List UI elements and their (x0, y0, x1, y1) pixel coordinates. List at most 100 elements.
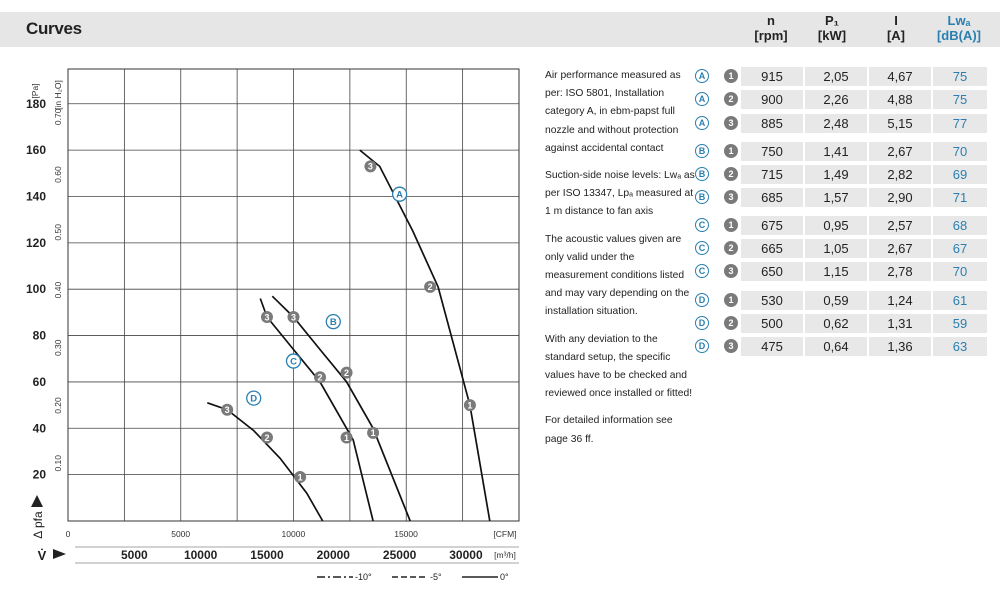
operating-point-marker (364, 160, 377, 173)
cell-lwa: 63 (933, 337, 987, 356)
x-tick-label: 10000 (184, 548, 218, 562)
table-row: C 3 650 1,15 2,78 70 (695, 262, 987, 282)
x2-tick-label: 15000 (394, 529, 418, 539)
operating-point-label: 1 (467, 400, 472, 410)
col-header-unit: [A] (886, 28, 906, 43)
curve-badge: D (695, 293, 709, 307)
cell-i: 2,67 (869, 239, 931, 258)
cell-p1: 1,49 (805, 165, 867, 184)
curve-badge: B (695, 144, 709, 158)
note-text: Air performance measured as per: ISO 580… (545, 70, 681, 154)
y-tick-label: 80 (33, 329, 47, 343)
cell-lwa: 75 (933, 67, 987, 86)
col-header-i: I [A] (866, 13, 926, 43)
cell-lwa: 77 (933, 114, 987, 133)
cell-n: 885 (741, 114, 803, 133)
table-row: C 1 675 0,95 2,57 68 (695, 216, 987, 236)
point-badge: 2 (724, 167, 738, 181)
operating-point-marker (340, 366, 353, 379)
y2-axis-unit: [in H₂O] (53, 80, 63, 110)
y-tick-label: 60 (33, 375, 47, 389)
note-text: With any deviation to the standard setup… (545, 333, 693, 400)
col-header-symbol: n (767, 13, 775, 28)
cell-i: 1,36 (869, 337, 931, 356)
point-badge: 2 (724, 316, 738, 330)
operating-point-label: 2 (264, 433, 269, 443)
x2-axis-unit: [CFM] (493, 529, 516, 539)
y-tick-label: 40 (33, 421, 47, 435)
table-row: D 1 530 0,59 1,24 61 (695, 291, 987, 311)
operating-point-label: 2 (428, 282, 433, 292)
cell-p1: 1,05 (805, 239, 867, 258)
operating-point-marker (260, 431, 273, 444)
curve-label: A (396, 190, 403, 201)
cell-p1: 1,57 (805, 188, 867, 207)
curve-badge: A (695, 116, 709, 130)
point-badge: 3 (724, 264, 738, 278)
y-axis-unit: [Pa] (30, 83, 40, 98)
cell-p1: 0,95 (805, 216, 867, 235)
cell-lwa: 59 (933, 314, 987, 333)
note-text: The acoustic values given are only valid… (545, 233, 690, 318)
x-tick-label: 5000 (121, 548, 148, 562)
y-tick-label: 140 (26, 189, 46, 203)
x-tick-label: 15000 (250, 548, 284, 562)
cell-n: 475 (741, 337, 803, 356)
operating-point-marker (463, 399, 476, 412)
col-header-n: n [rpm] (741, 13, 801, 43)
col-header-symbol: P₁ (824, 13, 840, 28)
table-row: D 3 475 0,64 1,36 63 (695, 337, 987, 357)
operating-point-label: 1 (298, 472, 303, 482)
cell-p1: 2,05 (805, 67, 867, 86)
curve-label: D (250, 394, 257, 405)
cell-lwa: 67 (933, 239, 987, 258)
cell-i: 4,67 (869, 67, 931, 86)
col-header-p1: P₁ [kW] (802, 13, 862, 43)
point-badge: 3 (724, 339, 738, 353)
cell-i: 2,67 (869, 142, 931, 161)
point-badge: 2 (724, 92, 738, 106)
cell-lwa: 69 (933, 165, 987, 184)
y-tick-label: 20 (33, 468, 47, 482)
curve-badge: D (695, 316, 709, 330)
page-title: Curves (26, 19, 82, 38)
y2-tick-label: 0.50 (53, 224, 63, 241)
table-row: C 2 665 1,05 2,67 67 (695, 239, 987, 259)
operating-point-marker (294, 470, 307, 483)
x2-tick-label: 10000 (282, 529, 306, 539)
curve-label: B (330, 317, 337, 328)
cell-n: 675 (741, 216, 803, 235)
cell-p1: 1,15 (805, 262, 867, 281)
legend-label: -10° (355, 572, 372, 582)
cell-lwa: 70 (933, 142, 987, 161)
cell-n: 685 (741, 188, 803, 207)
cell-p1: 0,62 (805, 314, 867, 333)
operating-point-label: 3 (368, 162, 373, 172)
y2-tick-label: 0.60 (53, 166, 63, 183)
cell-p1: 0,64 (805, 337, 867, 356)
point-badge: 3 (724, 116, 738, 130)
operating-point-marker (367, 426, 380, 439)
legend-label: -5° (430, 572, 442, 582)
y-axis-symbol: Δ pfa (31, 511, 45, 539)
operating-point-marker (340, 431, 353, 444)
table-row: A 1 915 2,05 4,67 75 (695, 67, 987, 87)
cell-n: 900 (741, 90, 803, 109)
cell-lwa: 68 (933, 216, 987, 235)
y2-tick-label: 0.20 (53, 397, 63, 414)
table-row: B 3 685 1,57 2,90 71 (695, 188, 987, 208)
point-badge: 2 (724, 241, 738, 255)
cell-i: 1,31 (869, 314, 931, 333)
y2-tick-label: 0.30 (53, 339, 63, 356)
x-tick-label: 30000 (449, 548, 483, 562)
table-row: D 2 500 0,62 1,31 59 (695, 314, 987, 334)
operating-point-marker (314, 371, 327, 384)
notes-panel: Air performance measured as per: ISO 580… (545, 67, 695, 458)
curve-badge: C (695, 264, 709, 278)
operating-point-label: 2 (344, 368, 349, 378)
table-row: B 2 715 1,49 2,82 69 (695, 165, 987, 185)
operating-point-label: 2 (318, 373, 323, 383)
legend-label: 0° (500, 572, 509, 582)
curve-badge: D (695, 339, 709, 353)
point-badge: 1 (724, 144, 738, 158)
